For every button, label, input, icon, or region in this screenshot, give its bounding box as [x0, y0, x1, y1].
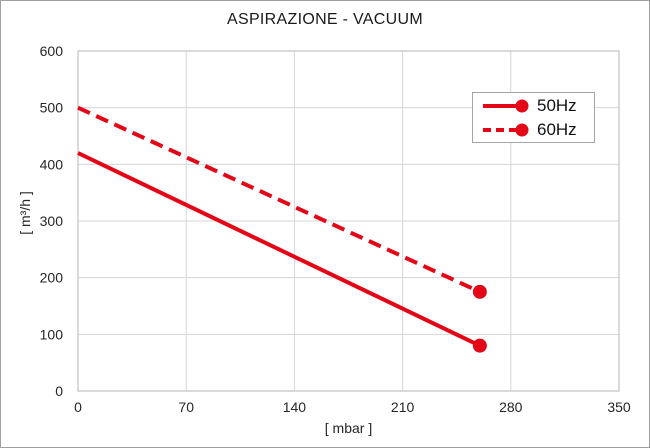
- y-tick-label: 200: [40, 270, 64, 286]
- legend-line-sample-60hz: [483, 123, 529, 136]
- x-axis-label: [ mbar ]: [324, 420, 373, 436]
- y-tick-label: 500: [40, 100, 64, 116]
- y-tick-label: 400: [40, 156, 64, 172]
- legend-item-50hz: 50Hz: [482, 94, 594, 117]
- legend-line-sample-50hz: [483, 99, 529, 112]
- plot-border: [77, 50, 620, 392]
- series-endpoint-50hz: [472, 338, 487, 353]
- series-line-60hz: [77, 105, 481, 294]
- legend: 50Hz 60Hz: [472, 92, 595, 143]
- legend-dot-50hz: [515, 99, 529, 112]
- series-endpoint-60hz: [472, 284, 487, 299]
- x-tick-label: 0: [74, 399, 82, 415]
- x-tick-label: 70: [178, 399, 194, 415]
- x-tick-label: 210: [391, 399, 415, 415]
- y-tick-label: 0: [55, 383, 63, 399]
- y-axis-label: [ m³/h ]: [17, 191, 33, 235]
- legend-label-60hz: 60Hz: [537, 120, 577, 139]
- legend-dot-60hz: [515, 123, 529, 136]
- x-tick-label: 350: [607, 399, 631, 415]
- legend-item-60hz: 60Hz: [482, 118, 594, 141]
- chart-title: ASPIRAZIONE - VACUUM: [227, 11, 423, 28]
- y-tick-label: 600: [40, 43, 64, 59]
- y-tick-label: 300: [40, 213, 64, 229]
- legend-label-50hz: 50Hz: [537, 96, 577, 115]
- x-tick-label: 140: [283, 399, 307, 415]
- series-line-50hz: [77, 151, 481, 348]
- y-tick-label: 100: [40, 326, 64, 342]
- x-tick-label: 280: [499, 399, 523, 415]
